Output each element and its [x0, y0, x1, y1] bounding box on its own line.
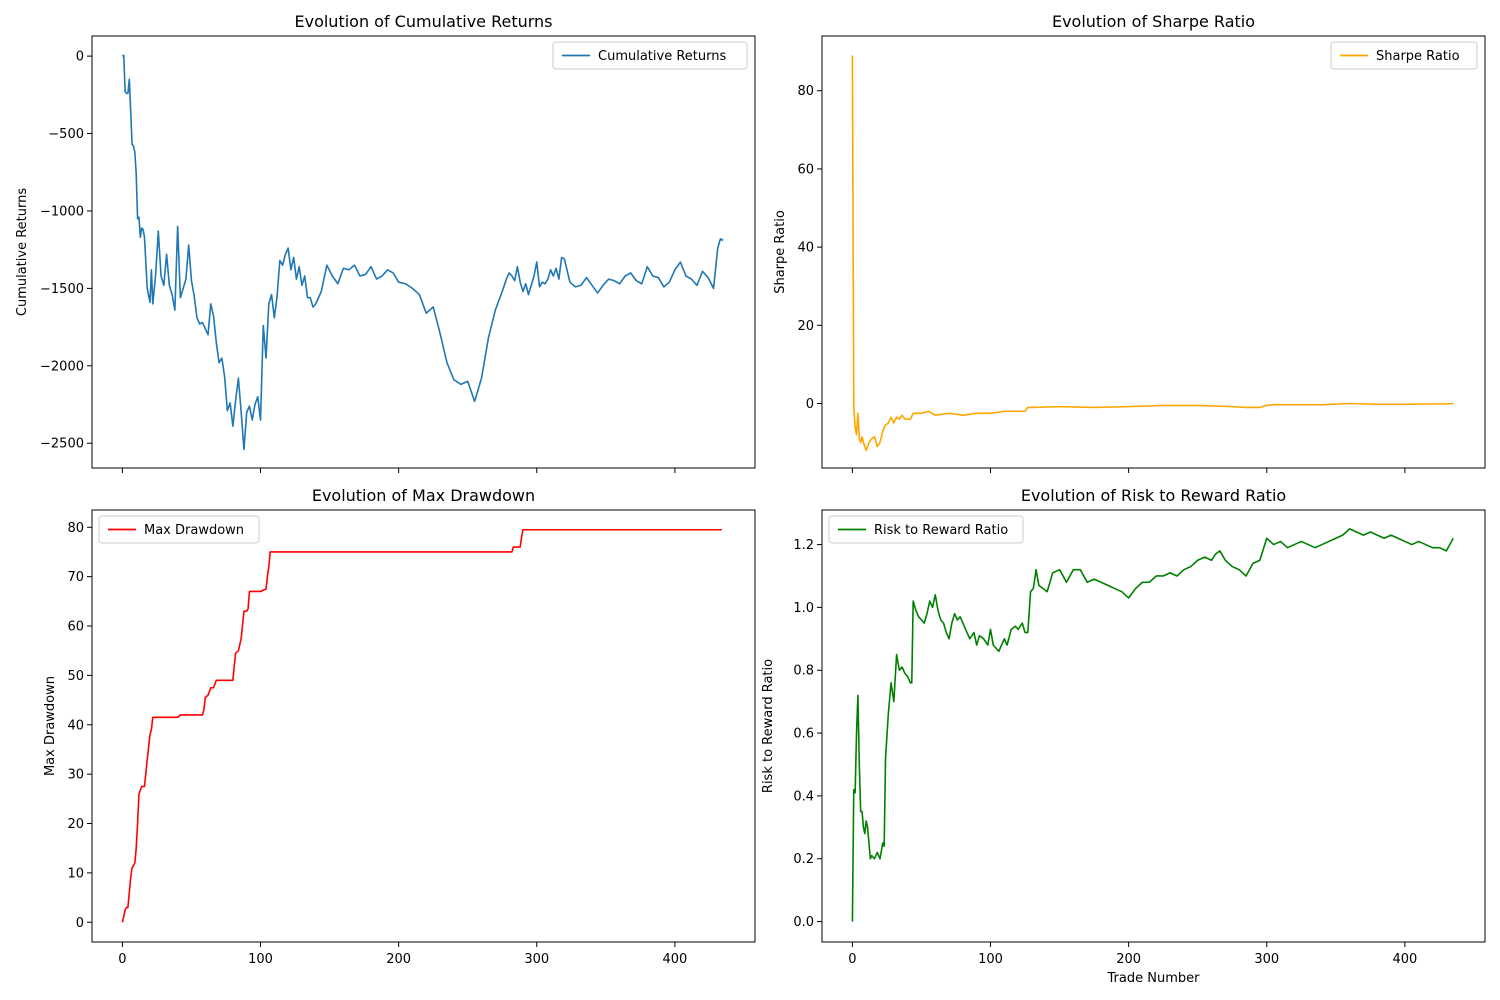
cumulative-returns-chart: Evolution of Cumulative Returns 0 −500 −100…	[15, 12, 756, 473]
y-tick-label: 60	[797, 162, 814, 177]
x-tick-label: 0	[848, 952, 856, 967]
chart-title: Evolution of Cumulative Returns	[294, 12, 552, 31]
legend-label: Sharpe Ratio	[1376, 49, 1460, 64]
y-tick-label: 0.4	[793, 789, 814, 804]
x-axis-label: Trade Number	[1107, 971, 1201, 986]
y-tick-label: 0.2	[793, 852, 814, 867]
legend-box	[98, 515, 260, 544]
y-tick-label: 20	[67, 817, 84, 832]
sharpe-ratio-chart: Evolution of Sharpe Ratio 0 20 40 60 80 Sharpe…	[773, 12, 1486, 473]
y-tick-label: 0	[806, 397, 814, 412]
x-tick-label: 0	[118, 952, 126, 967]
y-tick-label: 0.6	[793, 727, 814, 742]
x-tick-label: 100	[978, 952, 1003, 967]
legend: Sharpe Ratio	[1330, 41, 1478, 70]
plot-area-frame	[821, 509, 1486, 943]
x-tick-label: 300	[524, 952, 549, 967]
y-tick-label: 40	[797, 241, 814, 256]
y-axis-label: Max Drawdown	[43, 676, 58, 776]
legend-box	[828, 515, 1024, 544]
y-tick-label: 80	[67, 521, 84, 536]
legend: Max Drawdown	[98, 515, 260, 544]
legend-box	[1330, 41, 1478, 70]
plot-area-frame	[91, 509, 756, 943]
y-tick-label: −1500	[40, 282, 84, 297]
y-tick-label: 0.8	[793, 664, 814, 679]
chart-title: Evolution of Max Drawdown	[312, 486, 535, 505]
y-tick-label: 40	[67, 718, 84, 733]
y-axis-label: Cumulative Returns	[15, 188, 30, 316]
y-tick-label: 50	[67, 669, 84, 684]
legend-label: Max Drawdown	[144, 523, 244, 538]
plot-area-frame	[821, 35, 1486, 469]
y-tick-label: 80	[797, 84, 814, 99]
series-line-max-drawdown	[121, 528, 722, 923]
y-tick-label: 10	[67, 866, 84, 881]
max-drawdown-chart: Evolution of Max Drawdown 0 10 20 30 40 50 60 70…	[43, 486, 756, 967]
y-tick-label: −500	[48, 127, 84, 142]
y-tick-label: −1000	[40, 204, 84, 219]
y-tick-label: 60	[67, 620, 84, 635]
y-tick-label: 1.2	[793, 538, 814, 553]
y-tick-label: 0	[76, 50, 84, 65]
y-tick-label: 70	[67, 570, 84, 585]
legend: Cumulative Returns	[552, 41, 748, 70]
y-axis-label: Risk to Reward Ratio	[761, 659, 776, 793]
series-line-cumulative-returns	[121, 54, 724, 451]
y-tick-label: 0	[76, 916, 84, 931]
chart-title: Evolution of Sharpe Ratio	[1052, 12, 1255, 31]
y-tick-label: −2000	[40, 359, 84, 374]
x-tick-label: 200	[386, 952, 411, 967]
series-line-risk-to-reward-ratio	[851, 528, 1454, 922]
chart-title: Evolution of Risk to Reward Ratio	[1021, 486, 1286, 505]
legend-box	[552, 41, 748, 70]
plot-area-frame	[91, 35, 756, 469]
risk-to-reward-ratio-chart: Evolution of Risk to Reward Ratio 0.0 0.2 0…	[761, 486, 1486, 986]
y-tick-label: −2500	[40, 437, 84, 452]
legend-label: Risk to Reward Ratio	[874, 523, 1008, 538]
y-axis-label: Sharpe Ratio	[773, 210, 788, 294]
series-line-sharpe-ratio	[851, 55, 1454, 452]
y-tick-label: 1.0	[793, 601, 814, 616]
y-tick-label: 30	[67, 768, 84, 783]
x-tick-label: 200	[1116, 952, 1141, 967]
x-tick-label: 400	[662, 952, 687, 967]
x-tick-label: 400	[1392, 952, 1417, 967]
y-tick-label: 0.0	[793, 915, 814, 930]
legend: Risk to Reward Ratio	[828, 515, 1024, 544]
y-tick-label: 20	[797, 319, 814, 334]
legend-label: Cumulative Returns	[598, 49, 726, 64]
x-tick-label: 300	[1254, 952, 1279, 967]
x-tick-label: 100	[248, 952, 273, 967]
